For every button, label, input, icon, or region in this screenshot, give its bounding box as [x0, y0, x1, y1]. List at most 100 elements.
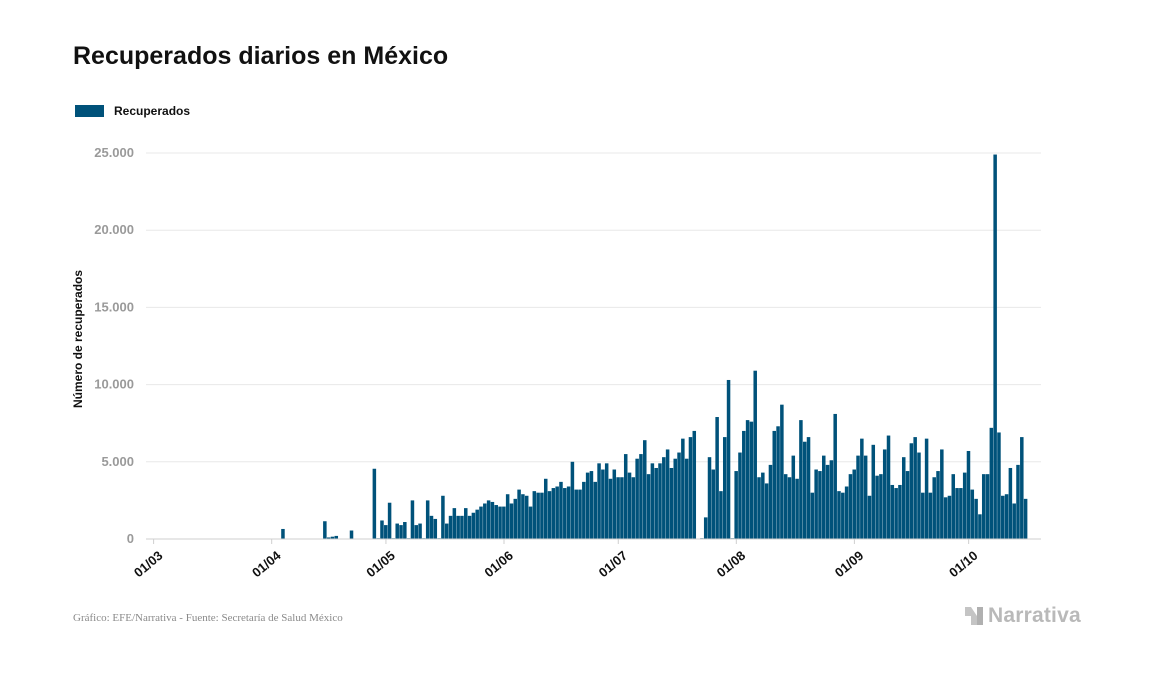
bar: [582, 481, 586, 539]
y-tick-label: 10.000: [94, 377, 134, 392]
bar: [665, 449, 670, 539]
bar: [947, 495, 952, 539]
bar: [460, 515, 464, 539]
bar: [757, 477, 761, 539]
bar: [1016, 464, 1020, 539]
bar: [563, 488, 567, 539]
bar: [681, 438, 685, 539]
bar: [997, 432, 1001, 539]
bar: [517, 489, 521, 539]
bar: [818, 471, 822, 539]
bars: [254, 154, 1028, 540]
bar: [860, 438, 864, 539]
bar: [658, 463, 662, 539]
bar: [589, 471, 594, 539]
bar: [570, 461, 575, 539]
bar: [738, 452, 742, 539]
bar: [372, 468, 377, 539]
bar: [993, 154, 997, 540]
y-tick-label: 15.000: [94, 299, 134, 314]
bar: [879, 474, 883, 539]
bar: [974, 498, 978, 539]
bar: [726, 379, 731, 539]
bar: [486, 500, 491, 539]
y-tick-label: 25.000: [94, 145, 134, 160]
bar: [1004, 494, 1009, 539]
bar: [1020, 437, 1024, 539]
y-axis-label: Número de recuperados: [71, 270, 85, 408]
bar: [536, 492, 540, 539]
bar: [768, 464, 773, 539]
bar: [783, 474, 788, 539]
bar: [749, 421, 754, 539]
bar: [856, 455, 860, 539]
bar: [620, 477, 624, 539]
bar: [662, 457, 666, 539]
bar: [505, 494, 510, 539]
bar: [882, 449, 887, 539]
grid-lines: [146, 152, 1041, 463]
y-tick-label: 5.000: [101, 454, 134, 469]
bar: [802, 441, 807, 539]
source-footer: Gráfico: EFE/Narrativa - Fuente: Secreta…: [73, 612, 343, 624]
bar: [585, 472, 590, 539]
bar: [955, 488, 959, 539]
bar: [795, 478, 799, 539]
bar: [703, 517, 708, 539]
bar: [395, 523, 399, 539]
bar: [410, 500, 415, 539]
bar: [871, 444, 876, 539]
bar: [894, 488, 898, 539]
bar: [654, 467, 658, 539]
bar: [928, 492, 933, 539]
bar: [425, 500, 430, 539]
bar: [844, 486, 849, 539]
bar: [616, 477, 620, 539]
bar: [399, 525, 403, 539]
bar: [959, 488, 963, 539]
bar: [593, 481, 598, 539]
bar: [559, 481, 563, 539]
bar: [635, 458, 639, 539]
bar: [631, 477, 636, 539]
bar: [985, 474, 990, 539]
bar: [464, 508, 468, 539]
bar: [387, 502, 392, 539]
bar: [966, 450, 971, 539]
bar: [1012, 503, 1016, 539]
bar: [441, 495, 445, 539]
bar: [281, 528, 285, 539]
brand-logo: Narrativa: [963, 604, 1081, 628]
bar: [833, 413, 837, 539]
bar: [863, 455, 868, 539]
bar: [684, 458, 689, 539]
bar: [604, 463, 609, 539]
bar: [444, 523, 449, 539]
bar: [597, 463, 601, 539]
bar: [921, 492, 925, 539]
bar: [753, 370, 757, 539]
bar: [673, 458, 677, 539]
x-tick-label: 01/03: [131, 548, 166, 580]
bar: [692, 430, 697, 539]
bar: [848, 474, 853, 539]
bar: [471, 512, 476, 539]
narrativa-logo-icon: [965, 607, 983, 625]
bar: [940, 449, 944, 539]
bar: [776, 426, 780, 539]
bar: [787, 477, 792, 539]
bar: [521, 494, 525, 539]
bar: [608, 478, 613, 539]
bar: [799, 420, 803, 539]
x-tick-label: 01/08: [714, 548, 749, 580]
bar: [669, 467, 674, 539]
bar: [814, 469, 818, 539]
bar: [837, 491, 841, 539]
bar: [646, 474, 651, 539]
bar: [532, 491, 537, 539]
bar: [627, 472, 632, 539]
bar: [349, 530, 354, 539]
bar: [924, 438, 929, 539]
bar: [981, 474, 986, 539]
